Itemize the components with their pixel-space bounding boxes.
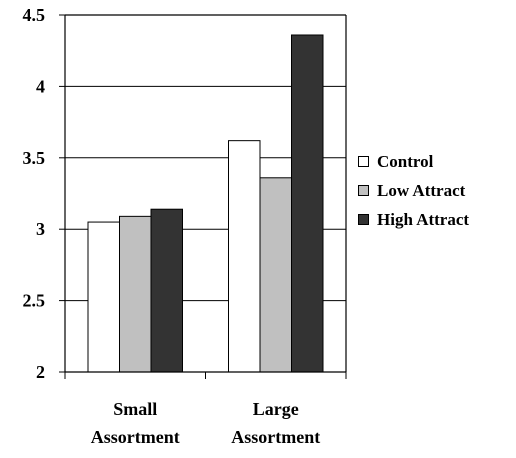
x-category-label: Small Assortment [91, 399, 180, 447]
y-tick-label: 4.5 [23, 5, 46, 25]
bar-control-0 [87, 221, 120, 373]
legend: Control Low Attract High Attract [358, 147, 469, 234]
bar-high-attract-1 [291, 34, 324, 373]
y-tick-label: 3 [36, 219, 45, 239]
bar-control-1 [228, 140, 261, 373]
legend-label-control: Control [377, 151, 434, 171]
x-category-labels: Small Assortment Large Assortment [91, 399, 320, 447]
bars [87, 34, 324, 373]
bar-low-attract-1 [259, 177, 292, 373]
bar-low-attract-0 [119, 215, 152, 373]
y-tick-label: 4 [36, 76, 45, 96]
y-tick-label: 2.5 [23, 291, 46, 311]
legend-label-low-attract: Low Attract [377, 180, 466, 200]
axes [64, 14, 347, 379]
legend-swatch-high-attract [358, 214, 369, 225]
y-tick-label: 3.5 [23, 148, 46, 168]
bar-high-attract-0 [150, 208, 183, 373]
legend-item-control: Control [358, 147, 469, 176]
x-category-label: Large Assortment [231, 399, 320, 447]
legend-item-high-attract: High Attract [358, 205, 469, 234]
y-tick-label: 2 [36, 362, 45, 382]
legend-swatch-control [358, 156, 369, 167]
legend-item-low-attract: Low Attract [358, 176, 469, 205]
y-tick-labels: 2 2.5 3 3.5 4 4.5 [23, 5, 46, 382]
legend-label-high-attract: High Attract [377, 209, 470, 229]
legend-swatch-low-attract [358, 185, 369, 196]
